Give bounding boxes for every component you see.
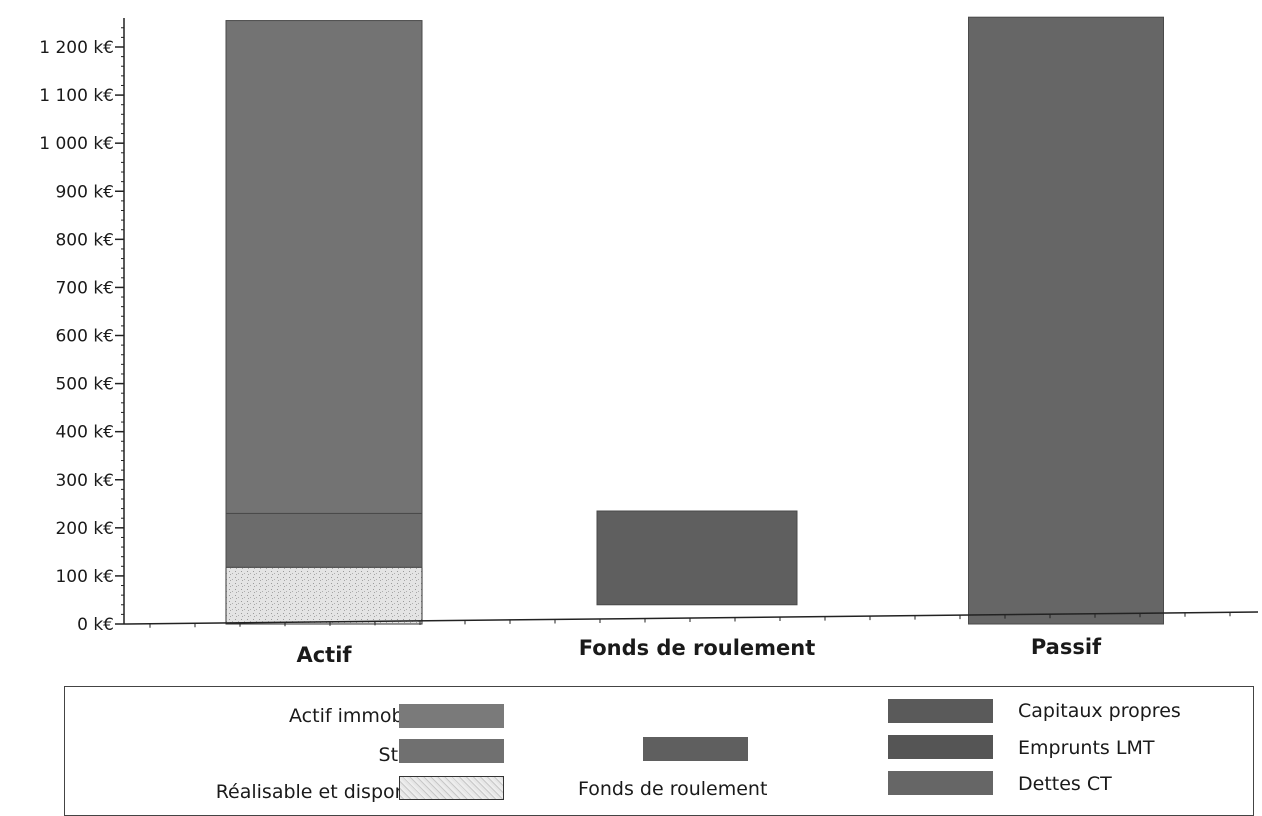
legend-swatch-stocks [399,739,504,763]
y-tick-label: 200 k€ [55,519,114,539]
y-tick-label: 300 k€ [55,471,114,491]
bar-segment-actif-stocks [225,512,423,568]
y-tick-label: 900 k€ [55,182,114,202]
y-tick-label: 800 k€ [55,230,114,250]
y-tick-label: 500 k€ [55,375,114,395]
y-tick-label: 600 k€ [55,327,114,347]
bar-segment-actif-actif-immobilise [225,20,423,514]
y-tick-label: 400 k€ [55,423,114,443]
y-tick-label: 700 k€ [55,278,114,298]
legend-swatch-capitaux-propres [888,699,993,723]
legend-swatch-actif-immobilise [399,704,504,728]
bar-segment-actif-realisable-et-disponible [225,566,423,625]
legend-swatch-realisable-et-disponible [399,776,504,800]
legend-swatch-emprunts-lmt [888,735,993,759]
legend-swatch-dettes-ct [888,771,993,795]
legend-label-realisable-et-disponible: Réalisable et disponible [215,781,441,803]
legend-label-capitaux-propres: Capitaux propres [1018,700,1181,722]
legend-label-dettes-ct: Dettes CT [1018,773,1112,795]
x-category-label-passif: Passif [1031,635,1102,659]
legend-label-emprunts-lmt: Emprunts LMT [1018,737,1155,759]
x-category-label-fonds-de-roulement: Fonds de roulement [579,636,816,660]
y-tick-label: 100 k€ [55,567,114,587]
x-category-label-actif: Actif [296,643,352,667]
legend: Actif immobilisé Stocks Réalisable et di… [64,686,1254,816]
x-axis [123,611,1259,625]
y-tick-label: 1 200 k€ [39,38,114,58]
y-tick-label: 1 000 k€ [39,134,114,154]
y-tick-label: 0 k€ [77,615,114,635]
bar-segment-passif-capitaux-propres [968,16,1164,625]
y-tick-label: 1 100 k€ [39,86,114,106]
legend-swatch-fonds-de-roulement [643,737,748,761]
bar-segment-fonds-de-roulement-fonds-de-roulement [596,510,798,606]
legend-label-fonds-de-roulement: Fonds de roulement [578,778,768,800]
